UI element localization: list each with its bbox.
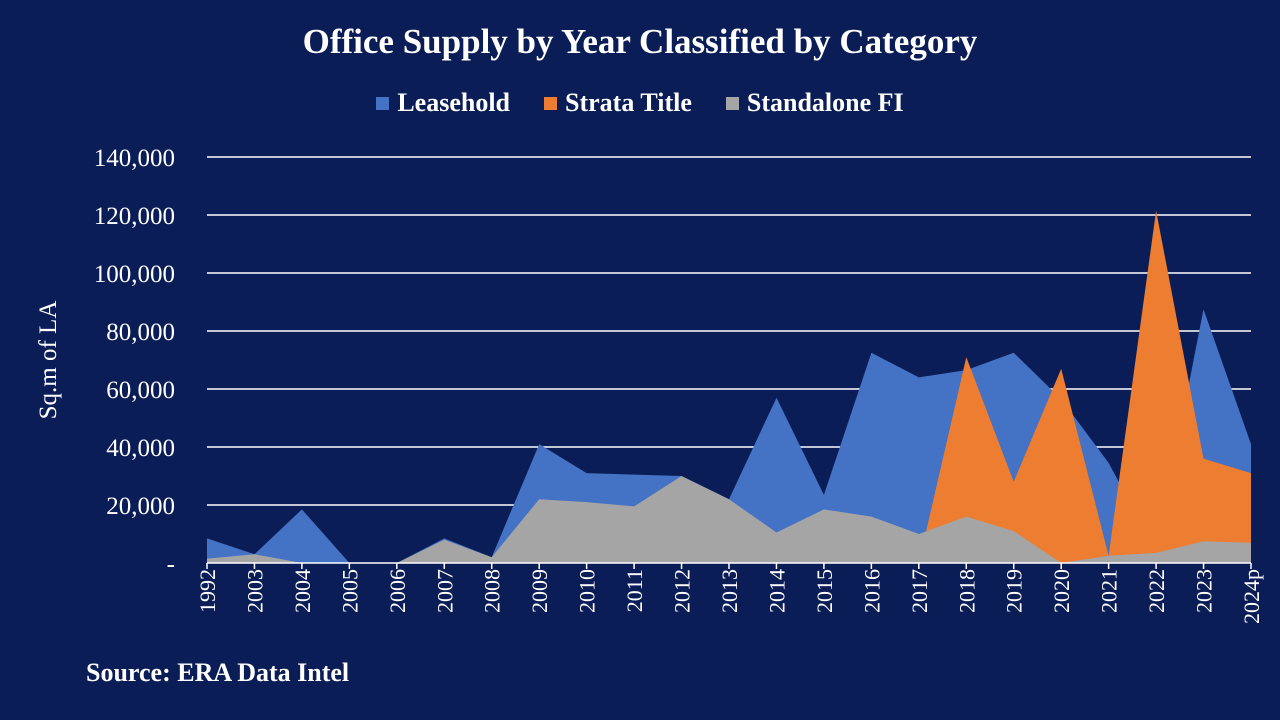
x-tick-label: 2017 bbox=[907, 569, 932, 613]
x-tick-label: 2013 bbox=[717, 569, 742, 613]
y-tick-label: 20,000 bbox=[106, 493, 175, 520]
x-tick-label: 2014 bbox=[764, 569, 789, 613]
x-tick-label: 2012 bbox=[670, 569, 695, 613]
x-tick-label: 2024p bbox=[1239, 569, 1264, 624]
y-axis-title: Sq.m of LA bbox=[35, 301, 62, 420]
area-standalone-fi bbox=[207, 476, 1251, 563]
source-note: Source: ERA Data Intel bbox=[86, 658, 350, 687]
legend-label-standalone-fi: Standalone FI bbox=[746, 88, 904, 117]
x-tick-label: 2005 bbox=[337, 569, 362, 613]
legend-swatch-strata-title bbox=[544, 96, 558, 110]
y-tick-label: 80,000 bbox=[106, 319, 175, 346]
legend-label-strata-title: Strata Title bbox=[565, 88, 692, 117]
x-tick-label: 2020 bbox=[1049, 569, 1074, 613]
y-tick-label: 40,000 bbox=[106, 435, 175, 462]
x-tick-label: 1992 bbox=[195, 569, 220, 613]
x-tick-label: 2021 bbox=[1097, 569, 1122, 613]
x-tick-label: 2018 bbox=[954, 569, 979, 613]
legend-item-standalone-fi: Standalone FI bbox=[725, 88, 904, 118]
area-strata-title bbox=[207, 210, 1251, 563]
y-tick-label: - bbox=[167, 551, 175, 578]
x-tick-label: 2009 bbox=[527, 569, 552, 613]
x-tick-label: 2022 bbox=[1144, 569, 1169, 613]
y-tick-label: 140,000 bbox=[94, 145, 175, 172]
chart-title: Office Supply by Year Classified by Cate… bbox=[302, 22, 978, 61]
x-tick-label: 2006 bbox=[385, 569, 410, 613]
legend-swatch-standalone-fi bbox=[725, 96, 739, 110]
x-tick-label: 2003 bbox=[242, 569, 267, 613]
legend: Leasehold Strata Title Standalone FI bbox=[0, 88, 1280, 118]
x-tick-label: 2008 bbox=[480, 569, 505, 613]
x-tick-label: 2016 bbox=[859, 569, 884, 613]
x-tick-label: 2007 bbox=[432, 569, 457, 613]
x-tick-label: 2011 bbox=[622, 569, 647, 612]
x-tick-label: 2023 bbox=[1192, 569, 1217, 613]
x-tick-label: 2015 bbox=[812, 569, 837, 613]
legend-label-leasehold: Leasehold bbox=[397, 88, 511, 117]
x-tick-label: 2019 bbox=[1002, 569, 1027, 613]
x-tick-label: 2010 bbox=[575, 569, 600, 613]
legend-swatch-leasehold bbox=[376, 96, 390, 110]
y-tick-label: 120,000 bbox=[94, 203, 175, 230]
legend-item-leasehold: Leasehold bbox=[376, 88, 510, 118]
legend-item-strata-title: Strata Title bbox=[544, 88, 692, 118]
y-tick-label: 60,000 bbox=[106, 377, 175, 404]
x-tick-label: 2004 bbox=[290, 569, 315, 613]
y-tick-label: 100,000 bbox=[94, 261, 175, 288]
